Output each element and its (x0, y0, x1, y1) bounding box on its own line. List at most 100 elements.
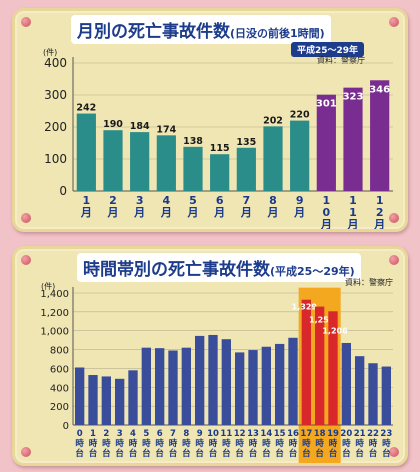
y-tick-label: 300 (44, 88, 67, 102)
bar (236, 147, 256, 191)
y-tick-label: 1,200 (40, 308, 69, 319)
bar (181, 347, 191, 425)
pin-icon (389, 17, 399, 27)
data-label: 242 (76, 103, 96, 114)
data-label: 1,329 (292, 303, 318, 312)
period-badge: 平成25～29年 (291, 42, 365, 57)
bar (76, 113, 96, 191)
bar (301, 299, 311, 425)
data-label: 1,206 (322, 326, 348, 335)
x-tick-label: 20 時台 (340, 429, 352, 459)
y-tick-label: 0 (63, 421, 69, 432)
bar (141, 347, 151, 425)
bar (103, 130, 123, 191)
bar (195, 335, 205, 425)
chart-title-sub: (平成25～29年) (270, 265, 355, 278)
x-tick-label: 3 時台 (115, 429, 124, 459)
bar (343, 87, 363, 191)
data-label: 135 (236, 137, 256, 148)
bar (101, 376, 111, 425)
bar (328, 311, 338, 425)
monthly-bar-chart: (件) 0 100 200 300 400 242 1 月 190 2 月 184 3 月 174 4 月 138 5… (43, 47, 393, 229)
x-tick-label: 21 時台 (354, 429, 366, 459)
y-tick-label: 100 (44, 152, 67, 166)
data-label: 301 (316, 99, 337, 110)
bar (381, 366, 391, 425)
x-tick-label: 19 時台 (327, 429, 339, 459)
x-tick-label: 0 時台 (75, 429, 84, 459)
bar (288, 337, 298, 425)
y-tick-label: 200 (50, 402, 69, 413)
x-tick-label: 22 時台 (367, 429, 379, 459)
bar (75, 367, 85, 425)
y-tick-label: 1,400 (40, 289, 69, 300)
bar (155, 348, 165, 425)
x-tick-label: 14 時台 (260, 429, 272, 459)
chart-title: 月別の死亡事故件数(日没の前後1時間) (71, 15, 331, 44)
data-label: 190 (103, 119, 123, 130)
y-axis-unit: (件) (43, 47, 57, 57)
bar (261, 346, 271, 425)
pin-icon (21, 17, 31, 27)
y-tick-label: 800 (50, 346, 69, 357)
x-tick-label: 2 時台 (102, 429, 111, 459)
pin-icon (389, 213, 399, 223)
bar (368, 363, 378, 425)
pin-icon (21, 447, 31, 457)
bar (210, 154, 230, 191)
data-label: 323 (343, 92, 364, 103)
y-tick-label: 1,000 (40, 327, 69, 338)
bar (183, 146, 203, 191)
x-tick-label: 12 時台 (234, 429, 246, 459)
x-tick-label: 17 時台 (300, 429, 312, 459)
x-tick-label: 13 時台 (247, 429, 259, 459)
x-tick-label: 8 時台 (182, 429, 191, 459)
bar (88, 375, 98, 425)
pin-icon (389, 447, 399, 457)
x-tick-label: 6 時台 (155, 429, 164, 459)
x-tick-label: 10 時台 (207, 429, 219, 459)
x-tick-label: 7 時台 (169, 429, 178, 459)
hourly-bar-chart: (件) 0 200 400 600 800 1,000 1,200 1,400 0 時台 1 時台 2 時台… (40, 281, 393, 463)
data-label: 115 (210, 143, 230, 154)
bar (208, 334, 218, 425)
x-tick-label: 5 時台 (142, 429, 151, 459)
y-axis-unit: (件) (41, 281, 55, 291)
data-label: 174 (156, 124, 176, 135)
x-tick-label: 23 時台 (380, 429, 392, 459)
x-tick-label: 1 時台 (89, 429, 98, 459)
bar (370, 80, 390, 191)
chart-title-sub: (日没の前後1時間) (230, 27, 325, 40)
bar (355, 356, 365, 425)
bar (156, 135, 176, 191)
x-tick-label: 4 時台 (129, 429, 138, 459)
bar (290, 120, 310, 191)
bar (235, 352, 245, 425)
y-tick-label: 400 (44, 56, 67, 70)
bar (168, 350, 178, 425)
hourly-chart-panel: 時間帯別の死亡事故件数(平成25～29年) 資料：警察庁 (件) 0 200 400 6… (12, 246, 408, 466)
y-tick-label: 0 (59, 184, 67, 198)
pin-icon (21, 213, 31, 223)
bar (221, 339, 231, 425)
data-label: 220 (290, 110, 310, 121)
y-tick-label: 600 (50, 364, 69, 375)
source-note: 資料：警察庁 (345, 278, 393, 287)
data-label: 346 (369, 84, 390, 95)
chart-title-main: 時間帯別の死亡事故件数 (83, 260, 270, 280)
pin-icon (389, 255, 399, 265)
x-tick-label: 15 時台 (274, 429, 286, 459)
y-tick-label: 400 (50, 383, 69, 394)
bar (315, 306, 325, 425)
x-tick-label: 11 時台 (220, 429, 232, 459)
pin-icon (21, 255, 31, 265)
